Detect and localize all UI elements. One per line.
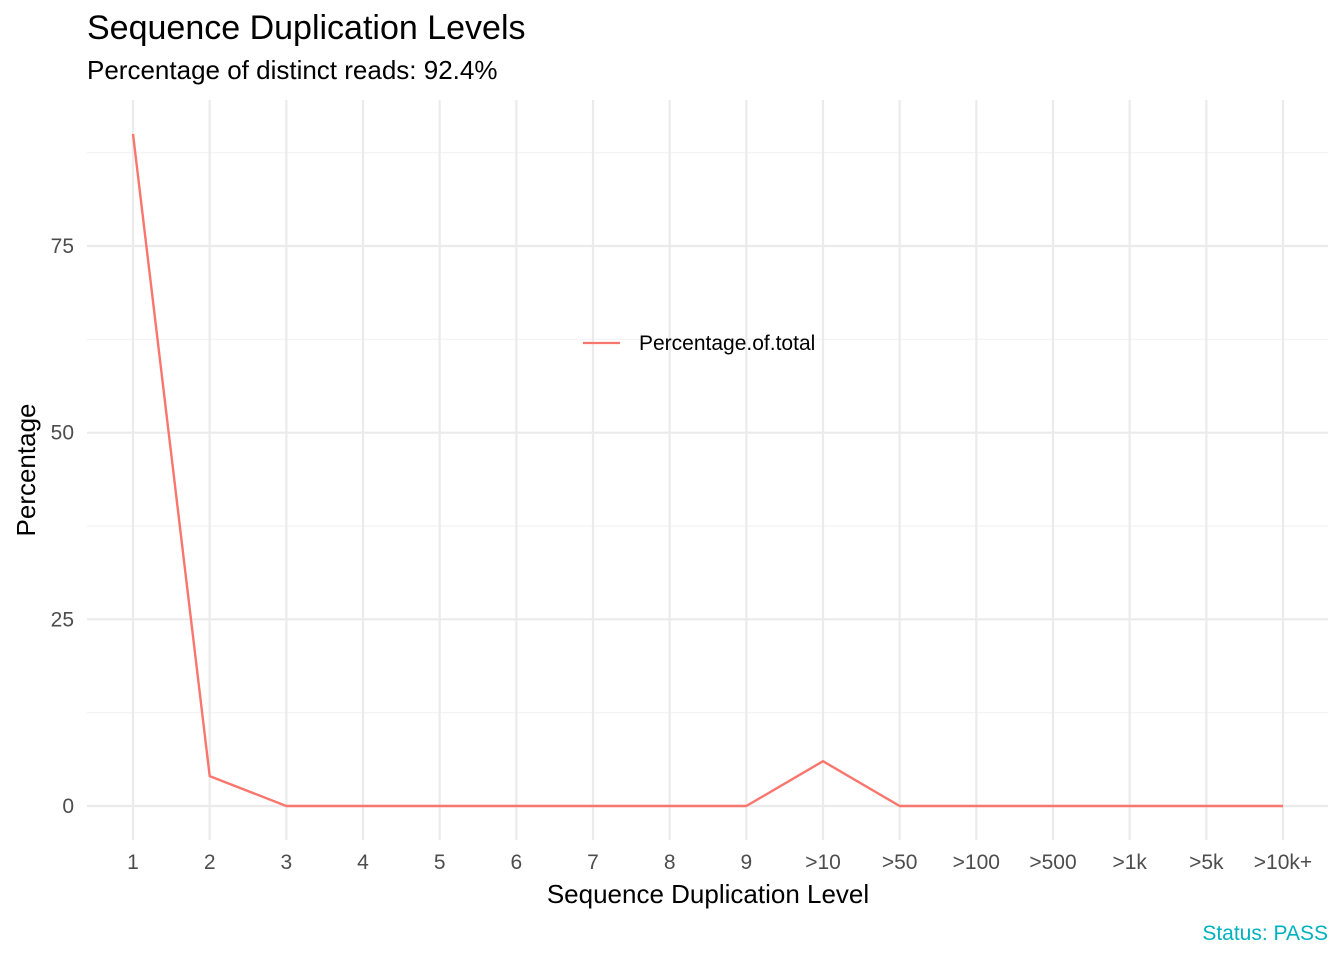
x-axis-ticks: 1 2 3 4 5 6 7 8 9 >10 >50 >100 >500 >1k >5k >10k+ (127, 851, 1312, 874)
legend: Percentage.of.total (583, 332, 815, 355)
y-tick-label: 0 (62, 795, 74, 818)
x-tick-label: >100 (953, 851, 1000, 874)
x-tick-label: >1k (1112, 851, 1147, 874)
x-tick-label: >500 (1029, 851, 1076, 874)
y-tick-label: 50 (51, 422, 74, 445)
x-tick-label: 8 (664, 851, 676, 874)
x-tick-label: 9 (740, 851, 752, 874)
minor-gridlines (87, 152, 1328, 714)
x-tick-label: 4 (357, 851, 369, 874)
y-tick-label: 75 (51, 235, 74, 258)
status-caption: Status: PASS (1202, 922, 1328, 945)
x-tick-label: >50 (882, 851, 918, 874)
chart-subtitle: Percentage of distinct reads: 92.4% (87, 55, 497, 85)
x-tick-label: 1 (127, 851, 139, 874)
series-line (131, 133, 1283, 808)
y-tick-label: 25 (51, 608, 74, 631)
x-tick-label: 5 (434, 851, 446, 874)
x-tick-label: 6 (510, 851, 522, 874)
chart-title: Sequence Duplication Levels (87, 9, 526, 47)
y-axis-ticks: 0 25 50 75 (51, 235, 74, 818)
x-tick-label: 3 (280, 851, 292, 874)
legend-label: Percentage.of.total (639, 332, 815, 355)
x-tick-label: >10k+ (1254, 851, 1312, 874)
x-tick-label: 2 (204, 851, 216, 874)
x-tick-label: 7 (587, 851, 599, 874)
x-tick-label: >10 (805, 851, 841, 874)
major-gridlines (87, 100, 1328, 840)
series-layer (131, 133, 1283, 808)
x-axis-title: Sequence Duplication Level (547, 879, 869, 909)
x-tick-label: >5k (1189, 851, 1224, 874)
y-axis-title: Percentage (11, 404, 41, 537)
